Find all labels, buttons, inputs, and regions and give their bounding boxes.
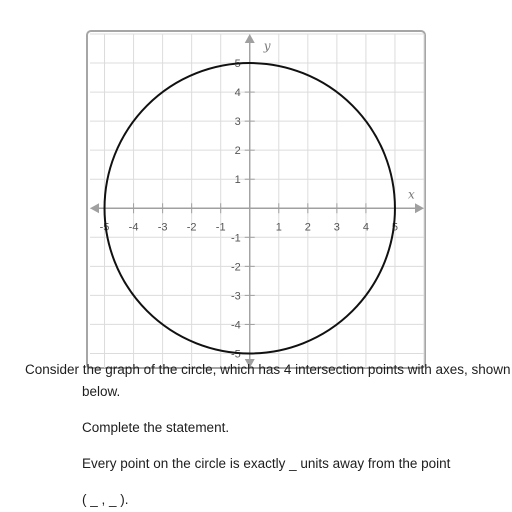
statement-text: Every point on the circle is exactly _ u…: [82, 456, 451, 471]
y-tick-label: -2: [231, 261, 241, 273]
circle-curve: [103, 62, 396, 355]
x-tick-label: 5: [392, 221, 398, 233]
x-tick-label: -2: [187, 221, 197, 233]
y-tick-label: -1: [231, 232, 241, 244]
point-blank-text: ( _ , _ ).: [82, 492, 129, 507]
y-tick-label: 1: [235, 174, 241, 186]
y-tick-label: 3: [235, 116, 241, 128]
y-axis-arrow-down: [244, 359, 255, 368]
x-tick-label: 2: [305, 221, 311, 233]
x-axis-label: x: [408, 187, 415, 201]
y-tick-label: -4: [231, 319, 241, 331]
x-tick-label: -3: [158, 221, 168, 233]
y-axis-label: y: [263, 39, 271, 53]
x-tick-label: -4: [129, 221, 139, 233]
y-axis-arrow-up: [244, 34, 255, 43]
x-axis-arrow-left: [90, 203, 99, 214]
x-tick-label: -1: [216, 221, 226, 233]
x-tick-label: 4: [363, 221, 369, 233]
question-intro-text: Consider the graph of the circle, which …: [25, 362, 511, 377]
x-axis-arrow-right: [415, 203, 424, 214]
instruction-text: Complete the statement.: [82, 420, 230, 435]
x-tick-label: 1: [276, 221, 282, 233]
question-intro-continuation: below.: [82, 384, 121, 399]
y-tick-label: -3: [231, 290, 241, 302]
y-tick-label: -5: [231, 348, 241, 360]
y-tick-label: 4: [235, 87, 241, 99]
x-tick-label: 3: [334, 221, 340, 233]
x-tick-label: -5: [100, 221, 110, 233]
y-tick-label: 2: [235, 145, 241, 157]
graph-frame: [86, 30, 426, 369]
